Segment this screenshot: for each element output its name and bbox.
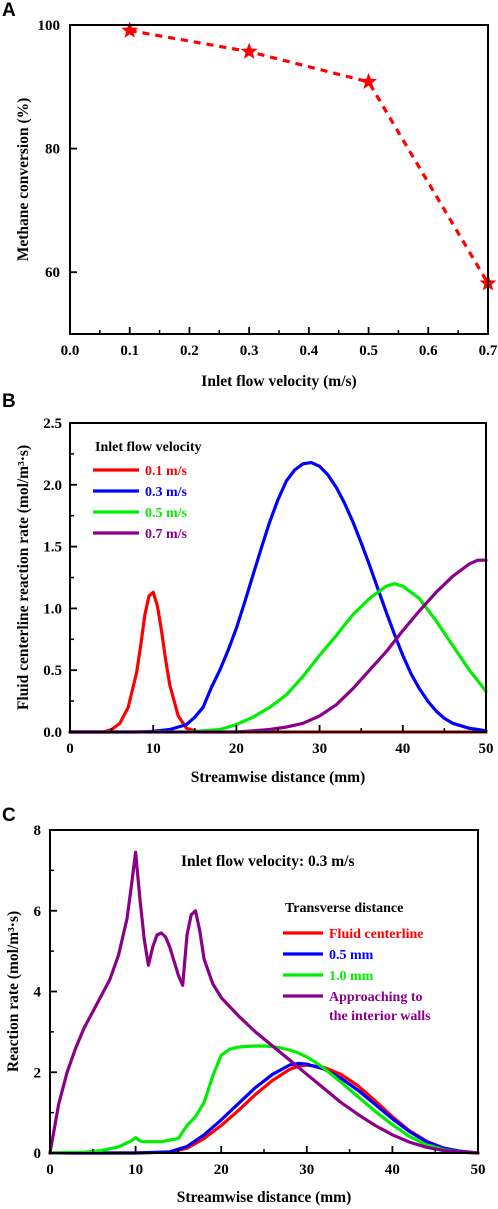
- x-tick-label: 40: [385, 1162, 400, 1178]
- y-tick-label: 0: [34, 1146, 42, 1162]
- x-tick-label: 0.0: [61, 343, 80, 359]
- y-tick-label: 1.0: [43, 601, 62, 617]
- legend-title: Transverse distance: [285, 901, 403, 916]
- series-line-0-1-m-s: [68, 590, 488, 734]
- y-axis-title: Methane conversion (%): [15, 98, 32, 262]
- x-tick-label: 0.4: [299, 343, 318, 359]
- x-tick-label: 0.1: [120, 343, 139, 359]
- series-group: [68, 461, 488, 734]
- x-tick-label: 0.3: [240, 343, 259, 359]
- series-line-0-5-mm: [48, 1061, 480, 1155]
- series-line-approaching-to-the-interior-walls: [48, 850, 480, 1155]
- x-tick-label: 0.6: [419, 343, 438, 359]
- panel-A: A 0.0 0.1 0.2 0.3 0.4 0.5 0.6 0.7 60 80 100 Inlet fl…: [2, 0, 498, 390]
- y-tick-label: 2.5: [43, 416, 62, 432]
- y-tick-label: 2.0: [43, 478, 62, 494]
- y-tick-label: 2: [34, 1065, 42, 1081]
- x-tick-label: 20: [214, 1162, 229, 1178]
- panel-C: C 0 10 20 30 40 50 0 2 4 6 8 Streamwise distance (mm…: [2, 805, 486, 1206]
- x-tick-label: 0.7: [479, 343, 498, 359]
- legend-label: 0.1 m/s: [145, 464, 188, 479]
- panel-label: A: [2, 0, 16, 21]
- y-tick-label: 0.0: [43, 725, 62, 741]
- legend-label-line2: the interior walls: [329, 1009, 431, 1024]
- x-tick-label: 50: [471, 1162, 486, 1178]
- star-marker: [360, 72, 378, 90]
- series-group: [121, 21, 497, 291]
- series-group: [48, 850, 480, 1155]
- y-tick-label: 6: [34, 904, 42, 920]
- x-tick-label: 30: [312, 741, 327, 757]
- legend-label: 0.7 m/s: [145, 527, 188, 542]
- panel-B: B 0 10 20 30 40 50 0.0 0.5 1.0 1.5 2.0 2.5 Streamwise…: [2, 391, 494, 786]
- x-tick-label: 30: [299, 1162, 314, 1178]
- y-tick-label: 4: [34, 985, 42, 1001]
- y-axis-title: Fluid centerline reaction rate (mol/m³·s…: [15, 445, 32, 710]
- series-line-1-0-mm: [48, 1044, 480, 1155]
- series-line-0-3-m-s: [68, 461, 488, 734]
- y-tick-label: 80: [45, 142, 60, 158]
- legend-title: Inlet flow velocity: [95, 440, 202, 455]
- legend-label: Fluid centerline: [329, 927, 424, 942]
- series-line: [129, 29, 490, 285]
- legend-label: Approaching to: [329, 990, 422, 1005]
- x-axis-title: Inlet flow velocity (m/s): [201, 373, 356, 390]
- legend: Transverse distance Fluid centerline 0.5 m…: [283, 901, 431, 1024]
- panel-label: B: [2, 391, 16, 412]
- x-tick-label: 50: [479, 741, 494, 757]
- y-tick-label: 8: [34, 823, 42, 839]
- legend-label: 0.5 m/s: [145, 506, 188, 521]
- series-line-0-7-m-s: [68, 558, 488, 734]
- x-tick-label: 0.5: [359, 343, 378, 359]
- legend-label: 0.3 m/s: [145, 485, 188, 500]
- legend-label: 0.5 mm: [329, 948, 374, 963]
- annotation: Inlet flow velocity: 0.3 m/s: [181, 853, 354, 870]
- x-tick-label: 0: [46, 1162, 54, 1178]
- y-tick-label: 0.5: [43, 663, 62, 679]
- x-tick-label: 10: [128, 1162, 143, 1178]
- panel-label: C: [2, 805, 16, 826]
- x-tick-label: 10: [146, 741, 161, 757]
- star-marker: [240, 42, 258, 59]
- x-axis-title: Streamwise distance (mm): [191, 769, 365, 786]
- star-marker: [121, 21, 139, 38]
- y-tick-label: 1.5: [43, 540, 62, 556]
- x-tick-label: 0: [66, 741, 74, 757]
- x-tick-label: 0.2: [180, 343, 199, 359]
- legend-label: 1.0 mm: [329, 969, 374, 984]
- y-axis-title: Reaction rate (mol/m³·s): [5, 911, 22, 1072]
- x-tick-label: 40: [395, 741, 410, 757]
- legend: Inlet flow velocity 0.1 m/s 0.3 m/s 0.5 m/s…: [93, 440, 202, 542]
- y-tick-label: 60: [45, 265, 60, 281]
- x-tick-label: 20: [229, 741, 244, 757]
- y-tick-label: 100: [38, 18, 61, 34]
- x-axis-title: Streamwise distance (mm): [177, 1189, 351, 1206]
- series-line-0-5-m-s: [68, 582, 488, 734]
